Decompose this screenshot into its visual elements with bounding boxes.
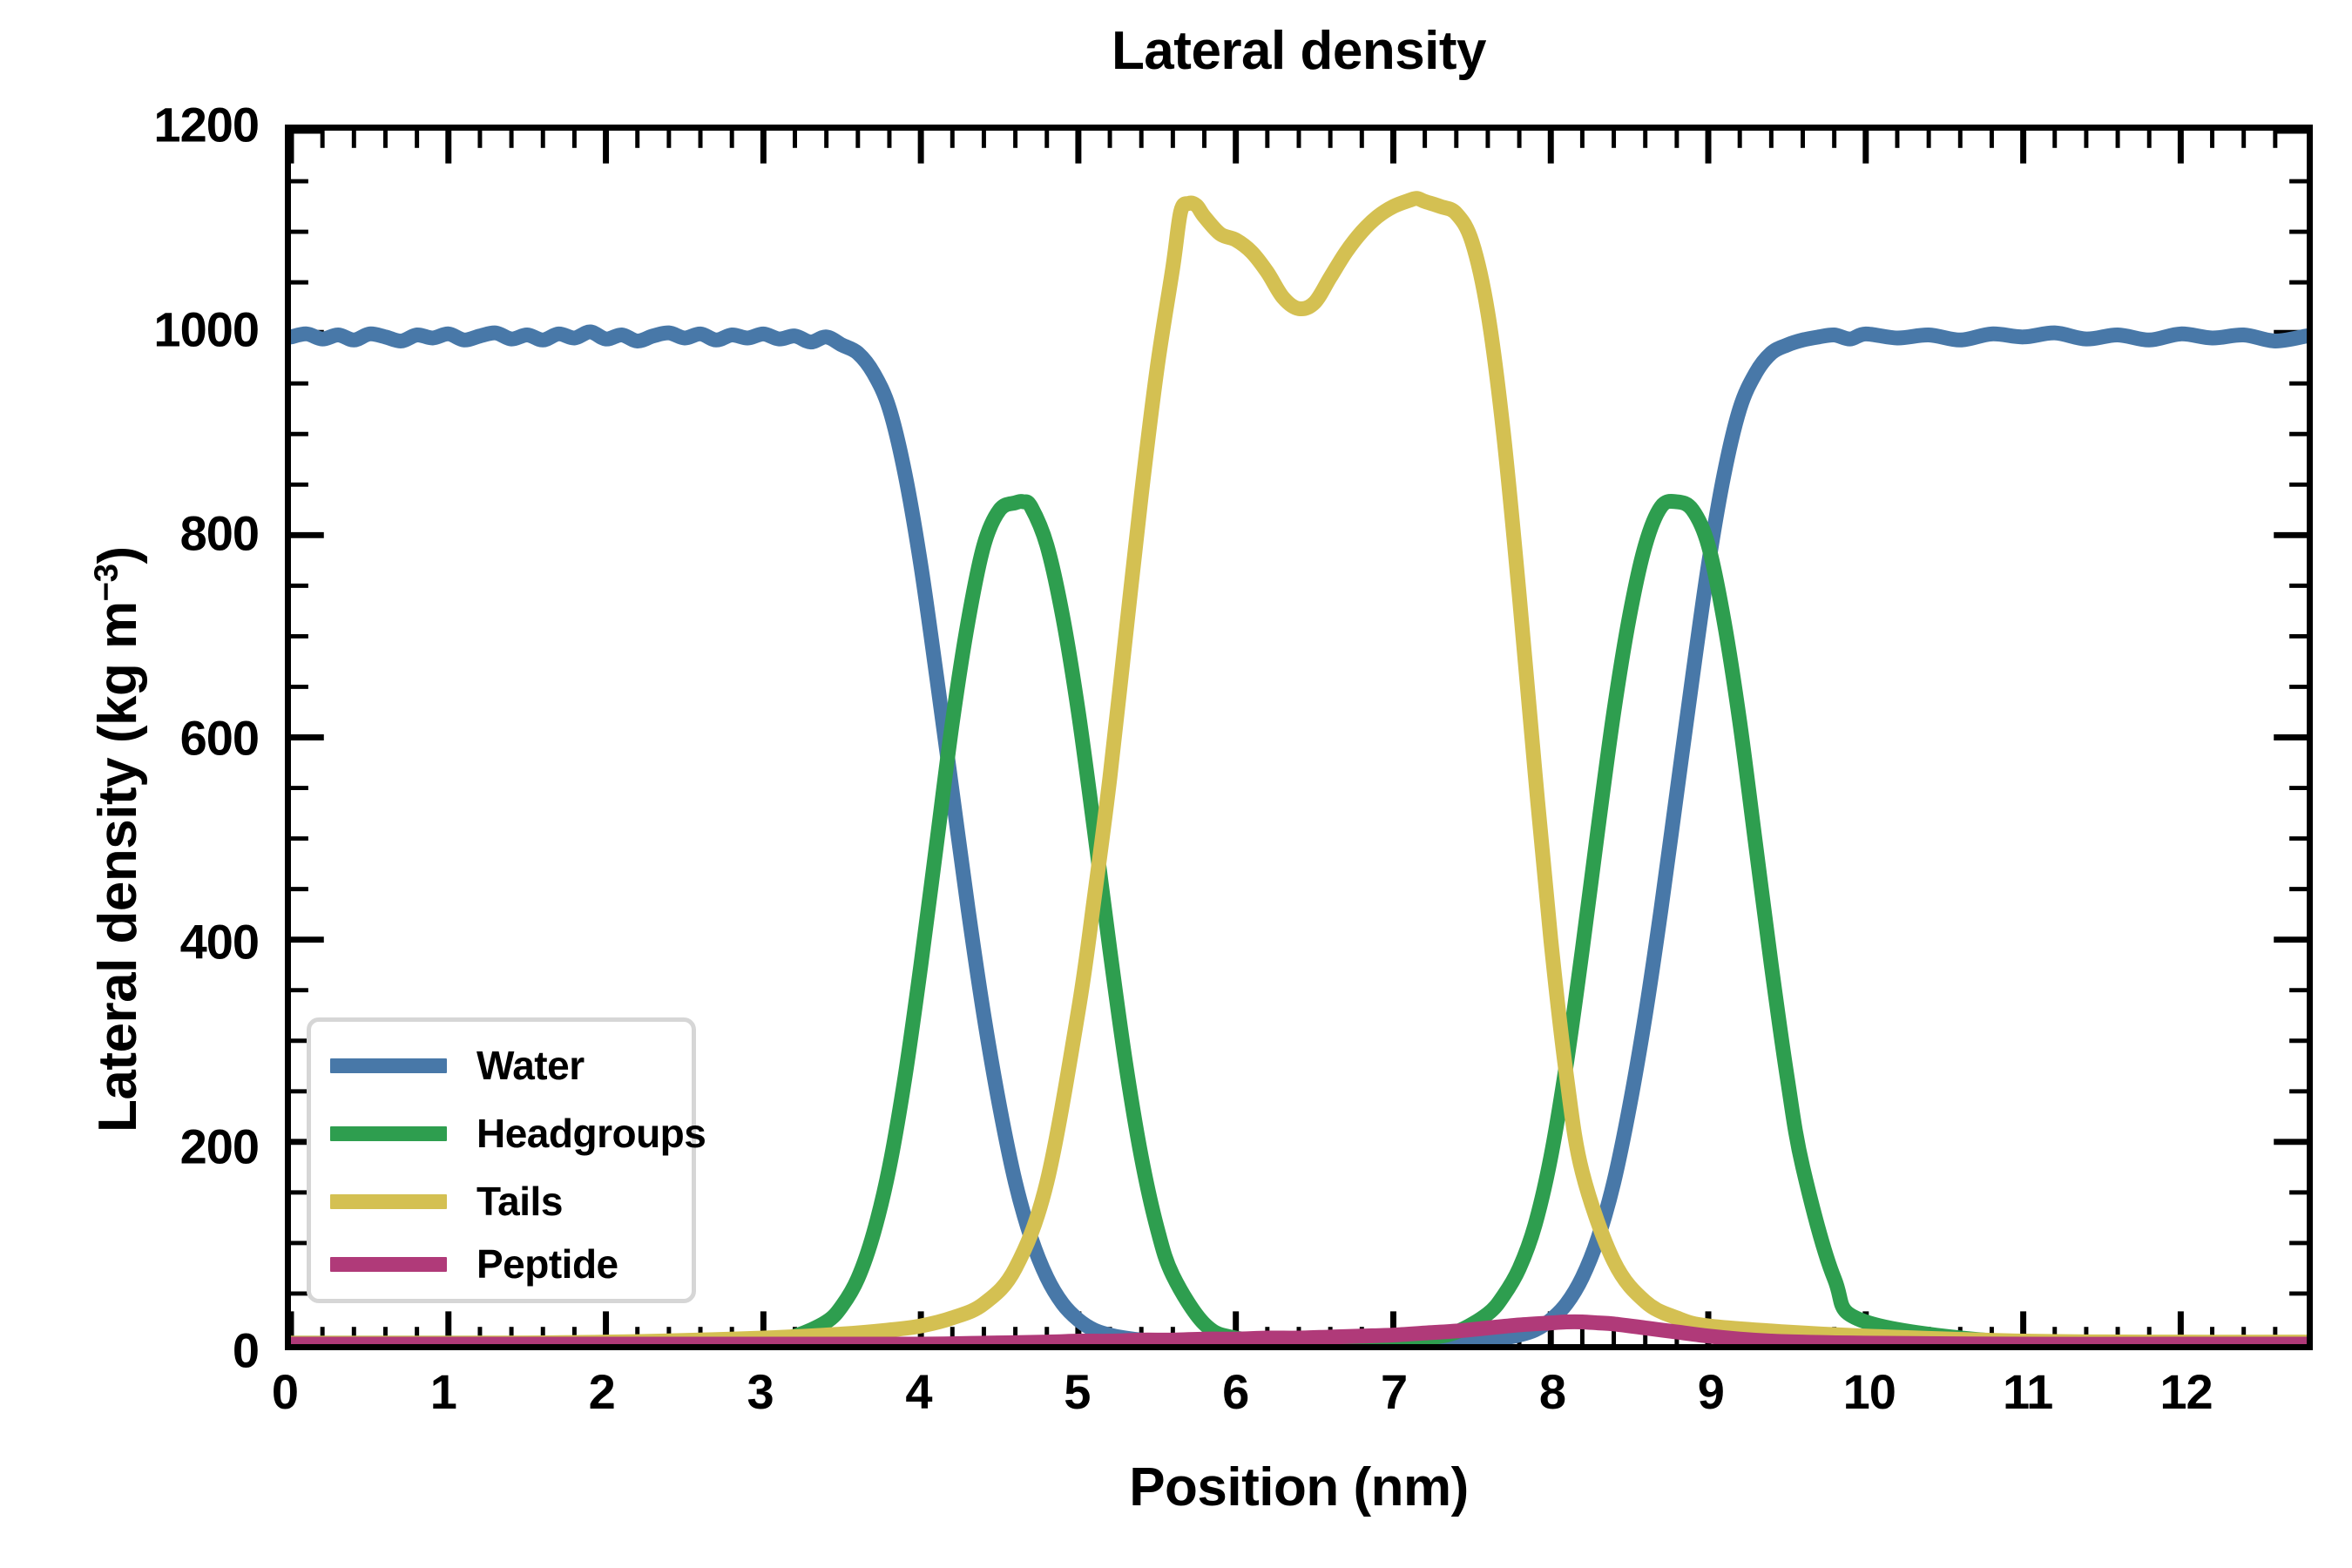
page-title: Lateral density	[1111, 21, 1487, 81]
chart-canvas	[291, 131, 2307, 1344]
legend-swatch-icon	[330, 1193, 447, 1209]
x-tick-label: 6	[1222, 1364, 1249, 1419]
x-tick-label: 12	[2159, 1364, 2213, 1419]
series-line-peptide	[291, 1321, 2307, 1344]
legend-item-tails[interactable]: Tails	[330, 1179, 563, 1224]
y-tick-label: 200	[179, 1119, 260, 1173]
series-line-tails	[291, 199, 2307, 1343]
legend-label: Tails	[476, 1179, 563, 1224]
y-axis-label-exponent: −3	[87, 564, 125, 602]
legend: Water Headgroups Tails Peptide	[307, 1017, 706, 1303]
legend-swatch-icon	[330, 1256, 447, 1272]
y-tick-label: 0	[232, 1322, 260, 1378]
y-tick-label: 600	[179, 710, 260, 765]
legend-item-water[interactable]: Water	[330, 1043, 585, 1088]
x-tick-label: 7	[1381, 1364, 1408, 1419]
x-tick-label: 10	[1842, 1364, 1896, 1419]
x-axis-label: Position (nm)	[1129, 1457, 1469, 1517]
x-tick-label: 9	[1697, 1364, 1725, 1419]
x-tick-label: 0	[271, 1364, 299, 1419]
legend-label: Water	[476, 1043, 585, 1088]
data-series-group	[291, 199, 2307, 1344]
y-axis-label-main: Lateral density (kg m	[88, 601, 148, 1132]
x-tick-label: 3	[747, 1364, 774, 1419]
x-tick-label: 5	[1064, 1364, 1091, 1419]
x-tick-label: 8	[1538, 1364, 1566, 1419]
y-tick-label: 800	[179, 505, 260, 561]
legend-item-peptide[interactable]: Peptide	[330, 1241, 618, 1287]
y-tick-label: 1000	[153, 301, 260, 356]
series-line-water	[291, 332, 2307, 1344]
y-tick-label: 400	[179, 914, 260, 970]
x-tick-label: 11	[2003, 1364, 2053, 1419]
legend-label: Peptide	[476, 1241, 618, 1287]
x-tick-label: 2	[588, 1364, 616, 1419]
legend-swatch-icon	[330, 1125, 447, 1141]
x-tick-label: 4	[905, 1364, 932, 1419]
legend-swatch-icon	[330, 1058, 447, 1073]
x-tick-label: 1	[429, 1364, 457, 1419]
legend-item-headgroups[interactable]: Headgroups	[330, 1111, 706, 1156]
legend-label: Headgroups	[476, 1111, 706, 1156]
y-tick-label: 1200	[153, 97, 260, 152]
y-axis-label: Lateral density (kg m−3)	[87, 546, 149, 1132]
